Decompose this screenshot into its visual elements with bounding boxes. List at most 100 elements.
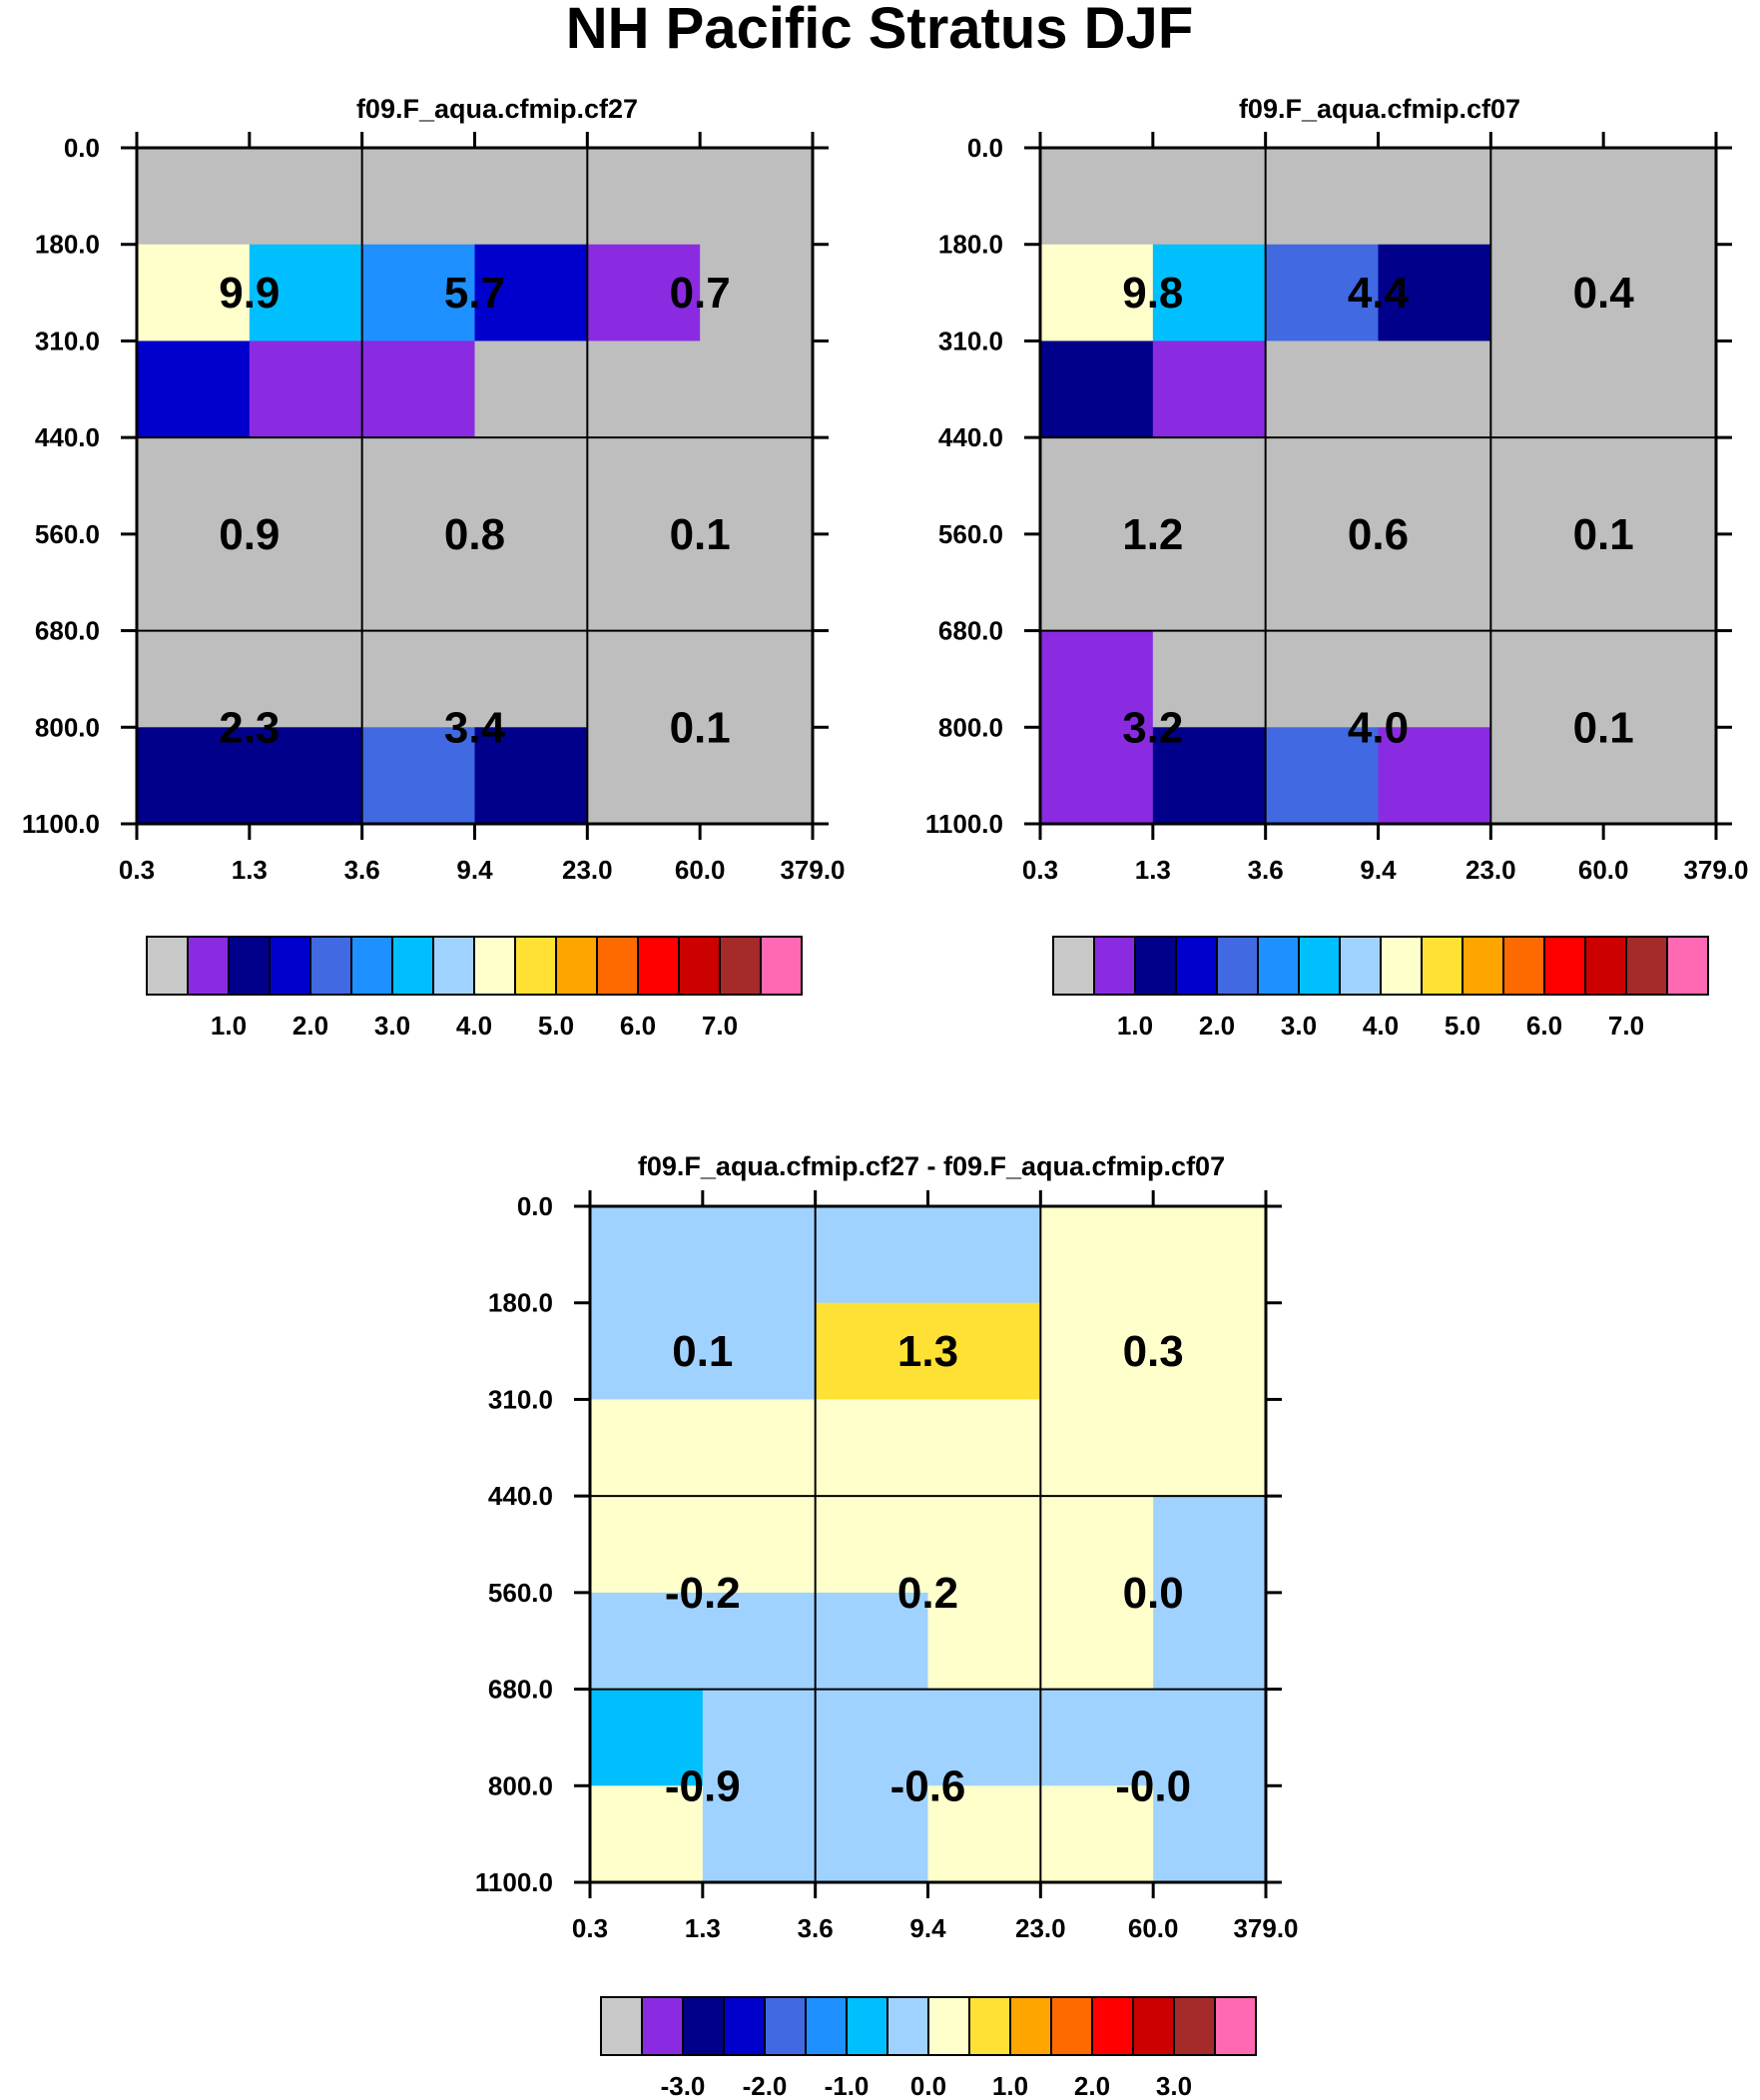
box-value-label: 1.2 xyxy=(1122,510,1183,559)
heatmap-cell xyxy=(1040,533,1154,632)
heatmap-cell xyxy=(1040,1399,1154,1497)
box-value-label: 0.1 xyxy=(670,703,731,752)
heatmap-cell xyxy=(815,1302,929,1401)
heatmap-cell xyxy=(927,1689,1041,1786)
x-tick-label: 379.0 xyxy=(1683,855,1748,885)
heatmap-cell xyxy=(587,630,701,728)
x-tick-label: 23.0 xyxy=(1466,855,1516,885)
heatmap-cell xyxy=(700,727,814,825)
heatmap-cell xyxy=(474,148,588,246)
colorbar-swatch xyxy=(391,936,434,996)
box-value-label: 0.8 xyxy=(444,510,505,559)
heatmap-cell xyxy=(1152,533,1267,632)
box-value-label: 0.7 xyxy=(670,269,731,318)
colorbar-label: 0.0 xyxy=(910,2071,946,2100)
colorbar-label: 4.0 xyxy=(1363,1011,1399,1041)
box-value-label: 3.2 xyxy=(1122,703,1183,752)
panel-1-colorbar: 1.0 2.0 3.0 4.0 5.0 6.0 7.0 xyxy=(146,936,803,1041)
y-tick-label: 440.0 xyxy=(938,422,1003,452)
y-tick-label: 440.0 xyxy=(35,422,100,452)
box-value-label: 4.4 xyxy=(1348,269,1410,318)
y-tick-label: 1100.0 xyxy=(22,809,100,839)
box-value-label: 9.8 xyxy=(1122,269,1183,318)
box-value-label: -0.2 xyxy=(665,1569,741,1618)
colorbar-swatch xyxy=(641,1996,684,2056)
heatmap-cell xyxy=(1490,437,1604,535)
heatmap-cell xyxy=(1378,148,1491,246)
heatmap-cell xyxy=(1152,727,1267,825)
colorbar-swatch xyxy=(1093,936,1136,996)
box-value-label: 1.3 xyxy=(897,1327,958,1376)
heatmap-cell xyxy=(702,1689,817,1786)
x-tick-label: 0.3 xyxy=(119,855,155,885)
heatmap-cell xyxy=(1265,244,1380,343)
colorbar-label: -1.0 xyxy=(825,2071,870,2100)
heatmap-cell xyxy=(474,437,588,535)
heatmap-cell xyxy=(1603,630,1717,728)
box-value-label: 0.0 xyxy=(1123,1569,1184,1618)
colorbar-swatch xyxy=(1050,1996,1093,2056)
colorbar-swatch xyxy=(555,936,598,996)
x-tick-label: 379.0 xyxy=(780,855,845,885)
heatmap-cell xyxy=(249,437,363,535)
heatmap-cell xyxy=(361,630,476,728)
heatmap-cell xyxy=(1603,244,1717,343)
heatmap-cell xyxy=(927,1592,1041,1691)
heatmap-cell xyxy=(815,1399,929,1497)
heatmap-cell xyxy=(927,1302,1041,1401)
colorbar-swatch xyxy=(886,1996,929,2056)
heatmap-cell xyxy=(1153,1496,1267,1594)
heatmap-cell xyxy=(1152,341,1267,438)
box-value-label: 5.7 xyxy=(444,269,505,318)
panel-1-values: 9.9 5.7 0.7 0.9 0.8 0.1 2.3 3.4 0.1 xyxy=(219,269,731,752)
heatmap-cell xyxy=(702,1592,817,1691)
heatmap-cell xyxy=(1603,727,1717,825)
box-value-label: 0.6 xyxy=(1348,510,1409,559)
heatmap-cell xyxy=(1490,533,1604,632)
box-value-label: 9.9 xyxy=(219,269,280,318)
heatmap-cell xyxy=(815,1206,929,1304)
heatmap-cell xyxy=(702,1206,817,1304)
heatmap-cell xyxy=(1152,630,1267,728)
heatmap-cell xyxy=(1040,1496,1154,1594)
heatmap-cell xyxy=(137,630,251,728)
heatmap-cell xyxy=(587,727,701,825)
heatmap-cell xyxy=(1490,630,1604,728)
y-tick-label: 800.0 xyxy=(938,712,1003,742)
heatmap-cell xyxy=(1153,1302,1267,1401)
heatmap-cell xyxy=(249,533,363,632)
panel-2: f09.F_aqua.cfmip.cf07 9.8 4.4 0.4 1.2 0.6 0.1… xyxy=(925,94,1749,1041)
colorbar-label: 5.0 xyxy=(1445,1011,1480,1041)
colorbar-label: 5.0 xyxy=(538,1011,574,1041)
colorbar-swatch xyxy=(350,936,393,996)
heatmap-cell xyxy=(137,727,251,825)
box-value-label: 0.9 xyxy=(219,510,280,559)
colorbar-swatch xyxy=(682,1996,725,2056)
heatmap-cell xyxy=(700,533,814,632)
heatmap-cell xyxy=(590,1785,704,1883)
x-tick-label: 0.3 xyxy=(1022,855,1058,885)
x-tick-label: 379.0 xyxy=(1233,1913,1298,1943)
y-tick-label: 310.0 xyxy=(938,326,1003,355)
colorbar-label: 2.0 xyxy=(1199,1011,1235,1041)
heatmap-cell xyxy=(1378,727,1491,825)
colorbar-label: 3.0 xyxy=(374,1011,410,1041)
colorbar-swatch xyxy=(1462,936,1504,996)
panel-3-values: 0.1 1.3 0.3 -0.2 0.2 0.0 -0.9 -0.6 -0.0 xyxy=(665,1327,1191,1810)
heatmap-cell xyxy=(702,1399,817,1497)
heatmap-cell xyxy=(1603,341,1717,438)
heatmap-cell xyxy=(249,630,363,728)
colorbar-swatch xyxy=(1216,936,1259,996)
heatmap-cell xyxy=(587,341,701,438)
heatmap-cell xyxy=(815,1785,929,1883)
y-tick-label: 180.0 xyxy=(35,230,100,260)
colorbar-swatch xyxy=(1339,936,1382,996)
heatmap-cell xyxy=(474,533,588,632)
colorbar-swatch xyxy=(1543,936,1586,996)
panel-1-cells xyxy=(137,148,814,825)
heatmap-cell xyxy=(1153,1785,1267,1883)
heatmap-cell xyxy=(587,437,701,535)
heatmap-cell xyxy=(474,630,588,728)
heatmap-cell xyxy=(1265,630,1380,728)
colorbar-label: 1.0 xyxy=(1117,1011,1153,1041)
